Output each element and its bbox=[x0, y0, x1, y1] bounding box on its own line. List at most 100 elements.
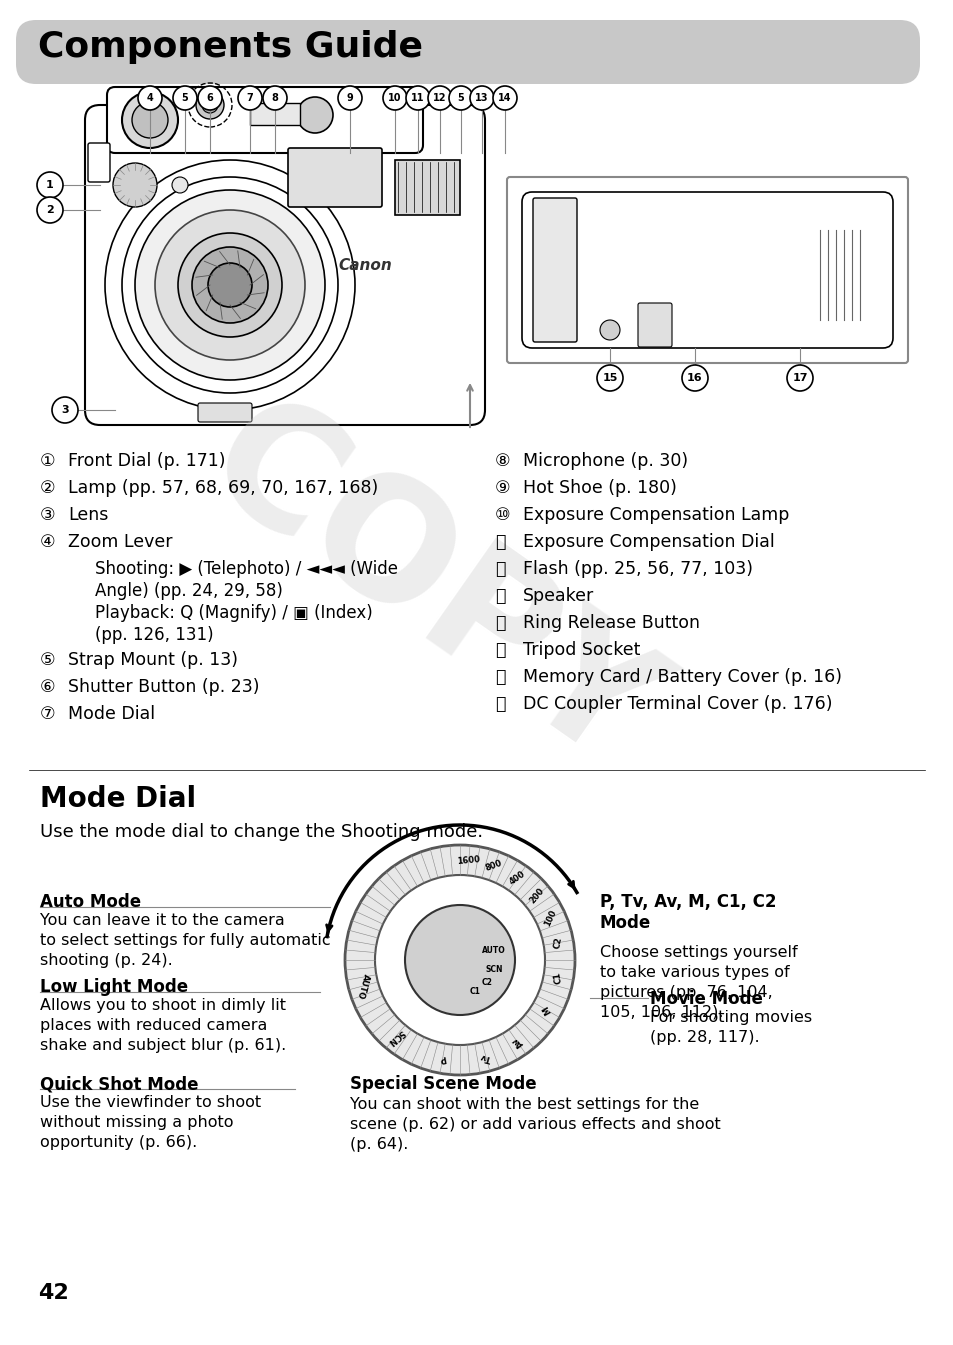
Circle shape bbox=[406, 86, 430, 110]
Text: For shooting movies
(pp. 28, 117).: For shooting movies (pp. 28, 117). bbox=[649, 1010, 811, 1045]
Text: Use the viewfinder to shoot
without missing a photo
opportunity (p. 66).: Use the viewfinder to shoot without miss… bbox=[40, 1095, 261, 1150]
Circle shape bbox=[172, 178, 188, 192]
Text: Front Dial (p. 171): Front Dial (p. 171) bbox=[68, 452, 225, 469]
Circle shape bbox=[470, 86, 494, 110]
Text: Flash (pp. 25, 56, 77, 103): Flash (pp. 25, 56, 77, 103) bbox=[522, 560, 752, 578]
Circle shape bbox=[428, 86, 452, 110]
Text: ⑭: ⑭ bbox=[495, 615, 505, 632]
Text: ⑪: ⑪ bbox=[495, 533, 505, 551]
Text: Memory Card / Battery Cover (p. 16): Memory Card / Battery Cover (p. 16) bbox=[522, 668, 841, 686]
Text: M: M bbox=[540, 1005, 552, 1015]
Text: Exposure Compensation Dial: Exposure Compensation Dial bbox=[522, 533, 774, 551]
Circle shape bbox=[105, 160, 355, 410]
Text: Mode Dial: Mode Dial bbox=[68, 705, 155, 724]
Text: Choose settings yourself
to take various types of
pictures (pp. 76, 104,
105, 10: Choose settings yourself to take various… bbox=[599, 946, 797, 1020]
Text: Shutter Button (p. 23): Shutter Button (p. 23) bbox=[68, 678, 259, 695]
Circle shape bbox=[52, 397, 78, 422]
Text: Tripod Socket: Tripod Socket bbox=[522, 642, 639, 659]
Text: You can leave it to the camera
to select settings for fully automatic
shooting (: You can leave it to the camera to select… bbox=[40, 913, 331, 967]
Text: Ring Release Button: Ring Release Button bbox=[522, 615, 700, 632]
Text: 9: 9 bbox=[346, 93, 353, 104]
Circle shape bbox=[208, 264, 252, 307]
Text: Use the mode dial to change the Shooting mode.: Use the mode dial to change the Shooting… bbox=[40, 823, 482, 841]
Circle shape bbox=[37, 172, 63, 198]
Text: 6: 6 bbox=[207, 93, 213, 104]
Text: 8: 8 bbox=[272, 93, 278, 104]
Text: ①: ① bbox=[40, 452, 55, 469]
Text: Mode Dial: Mode Dial bbox=[40, 785, 196, 812]
Text: AUTO: AUTO bbox=[355, 972, 371, 999]
Text: Playback: Q (Magnify) / ▣ (Index): Playback: Q (Magnify) / ▣ (Index) bbox=[95, 604, 373, 621]
FancyBboxPatch shape bbox=[107, 87, 422, 153]
Text: 15: 15 bbox=[601, 373, 617, 383]
FancyBboxPatch shape bbox=[88, 143, 110, 182]
Text: 42: 42 bbox=[38, 1283, 69, 1303]
Text: Special Scene Mode: Special Scene Mode bbox=[350, 1075, 536, 1093]
Text: Lamp (pp. 57, 68, 69, 70, 167, 168): Lamp (pp. 57, 68, 69, 70, 167, 168) bbox=[68, 479, 377, 498]
FancyBboxPatch shape bbox=[533, 198, 577, 342]
Text: Allows you to shoot in dimly lit
places with reduced camera
shake and subject bl: Allows you to shoot in dimly lit places … bbox=[40, 998, 286, 1053]
Text: C1: C1 bbox=[553, 971, 563, 985]
Text: ②: ② bbox=[40, 479, 55, 498]
Circle shape bbox=[296, 97, 333, 133]
Circle shape bbox=[192, 247, 268, 323]
Text: Shooting: ▶ (Telephoto) / ◄◄◄ (Wide: Shooting: ▶ (Telephoto) / ◄◄◄ (Wide bbox=[95, 560, 397, 578]
Circle shape bbox=[112, 163, 157, 207]
Circle shape bbox=[382, 86, 407, 110]
Text: 2: 2 bbox=[46, 204, 53, 215]
Text: ⑯: ⑯ bbox=[495, 668, 505, 686]
Text: 5: 5 bbox=[457, 93, 464, 104]
Text: DC Coupler Terminal Cover (p. 176): DC Coupler Terminal Cover (p. 176) bbox=[522, 695, 832, 713]
Text: AUTO: AUTO bbox=[481, 947, 505, 955]
Text: C2: C2 bbox=[553, 936, 563, 950]
Circle shape bbox=[337, 86, 361, 110]
Text: COPY: COPY bbox=[175, 378, 683, 802]
Text: SCN: SCN bbox=[385, 1028, 406, 1046]
Text: ⑥: ⑥ bbox=[40, 678, 55, 695]
Text: ⑮: ⑮ bbox=[495, 642, 505, 659]
Text: ⑬: ⑬ bbox=[495, 586, 505, 605]
FancyBboxPatch shape bbox=[198, 404, 252, 422]
Text: 1: 1 bbox=[46, 180, 53, 190]
Text: 800: 800 bbox=[484, 859, 503, 873]
Circle shape bbox=[198, 86, 222, 110]
Text: 200: 200 bbox=[527, 886, 545, 905]
Text: Auto Mode: Auto Mode bbox=[40, 893, 141, 911]
Text: 400: 400 bbox=[507, 869, 526, 886]
Circle shape bbox=[172, 86, 196, 110]
Text: Microphone (p. 30): Microphone (p. 30) bbox=[522, 452, 687, 469]
FancyBboxPatch shape bbox=[521, 192, 892, 348]
Circle shape bbox=[138, 86, 162, 110]
Text: Movie Mode: Movie Mode bbox=[649, 990, 762, 1007]
Circle shape bbox=[345, 845, 575, 1075]
Text: 11: 11 bbox=[411, 93, 424, 104]
Circle shape bbox=[597, 364, 622, 391]
Text: 100: 100 bbox=[542, 908, 558, 928]
Text: 13: 13 bbox=[475, 93, 488, 104]
Text: ⑩: ⑩ bbox=[495, 506, 510, 525]
Text: Av: Av bbox=[510, 1034, 524, 1049]
Text: Strap Mount (p. 13): Strap Mount (p. 13) bbox=[68, 651, 237, 668]
Text: ⑦: ⑦ bbox=[40, 705, 55, 724]
Text: ④: ④ bbox=[40, 533, 55, 551]
Circle shape bbox=[154, 210, 305, 360]
Text: 16: 16 bbox=[686, 373, 702, 383]
Text: Hot Shoe (p. 180): Hot Shoe (p. 180) bbox=[522, 479, 677, 498]
FancyBboxPatch shape bbox=[85, 105, 484, 425]
Circle shape bbox=[449, 86, 473, 110]
FancyBboxPatch shape bbox=[16, 20, 919, 83]
Text: SCN: SCN bbox=[484, 964, 502, 974]
Text: ⑤: ⑤ bbox=[40, 651, 55, 668]
Text: 17: 17 bbox=[791, 373, 807, 383]
Text: (pp. 126, 131): (pp. 126, 131) bbox=[95, 625, 213, 644]
Text: 10: 10 bbox=[388, 93, 401, 104]
FancyBboxPatch shape bbox=[506, 178, 907, 363]
Text: 7: 7 bbox=[247, 93, 253, 104]
Text: Zoom Lever: Zoom Lever bbox=[68, 533, 172, 551]
Circle shape bbox=[122, 178, 337, 393]
Circle shape bbox=[37, 196, 63, 223]
Text: 5: 5 bbox=[181, 93, 188, 104]
Text: Speaker: Speaker bbox=[522, 586, 594, 605]
Text: Canon: Canon bbox=[337, 257, 392, 273]
Text: P: P bbox=[438, 1053, 446, 1064]
